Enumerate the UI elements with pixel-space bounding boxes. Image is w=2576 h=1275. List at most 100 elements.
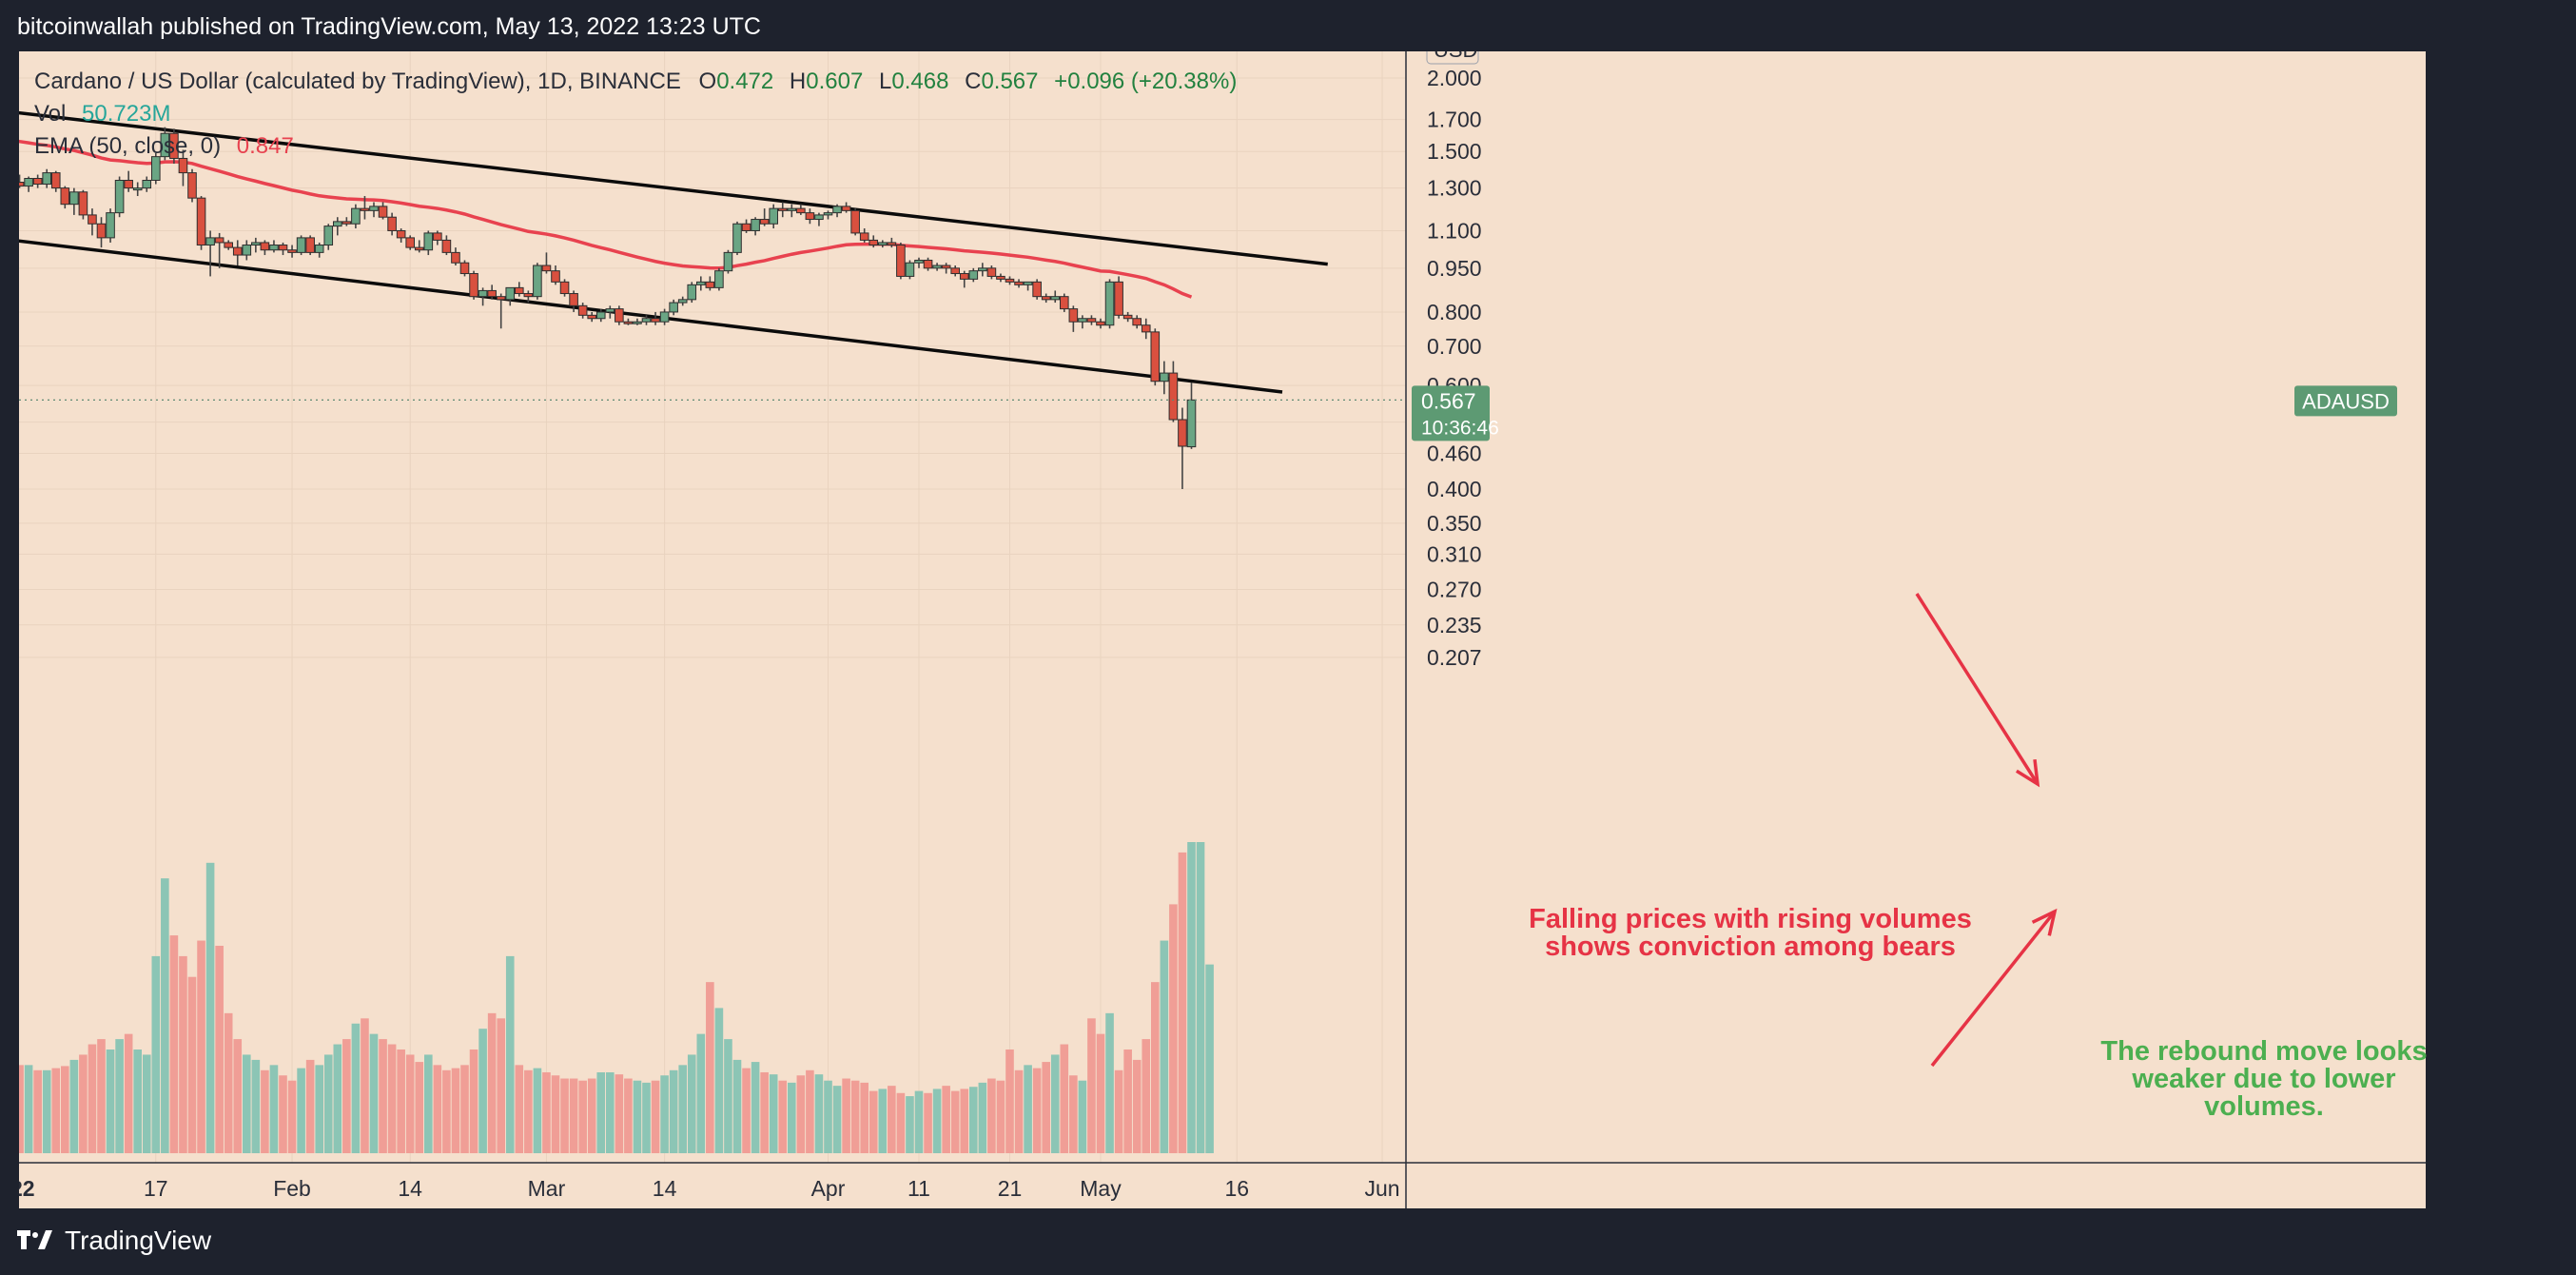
symbol-badge-label: ADAUSD <box>2302 389 2390 413</box>
price-tick-label: 1.100 <box>1427 218 1482 243</box>
candle-body <box>351 207 361 225</box>
ohlc-open: O0.472 <box>698 69 774 94</box>
candle-body <box>523 293 534 298</box>
price-tick-label: 0.350 <box>1427 511 1482 536</box>
candle-body <box>433 232 442 241</box>
price-badge-value: 0.567 <box>1421 388 1476 413</box>
candle-body <box>732 223 742 253</box>
volume-bar <box>850 1080 860 1153</box>
chart-panel[interactable]: 2.4002.0001.7001.5001.3001.1000.9500.800… <box>19 51 2428 1212</box>
price-tick-label: 0.207 <box>1427 645 1482 670</box>
time-tick-label: 17 <box>144 1176 168 1201</box>
candle-body <box>814 214 824 221</box>
channel-lines <box>19 110 1328 394</box>
candle-body <box>24 177 33 187</box>
candle-body <box>196 197 206 246</box>
candle-body <box>996 275 1005 280</box>
candles <box>19 127 1406 489</box>
volume-bar <box>596 1071 606 1153</box>
volume-bar <box>996 1080 1005 1153</box>
volume-bar <box>460 1065 469 1153</box>
candle-body <box>323 226 334 246</box>
volume-bar <box>714 1008 724 1153</box>
candle-body <box>314 245 324 253</box>
volume-bar <box>678 1065 687 1153</box>
volume-bar <box>1005 1049 1014 1153</box>
volume-bar <box>161 878 169 1153</box>
candle-body <box>1160 372 1169 382</box>
volume-bar <box>224 1012 233 1153</box>
tradingview-logo[interactable]: TradingView <box>17 1226 211 1256</box>
time-tick-label: Apr <box>811 1176 846 1201</box>
symbol-badge <box>2294 385 2397 417</box>
candle-body <box>396 229 406 239</box>
candle-body <box>242 245 252 256</box>
candle-body <box>769 207 779 225</box>
candle-body <box>269 245 279 251</box>
volume-bar <box>351 1023 361 1153</box>
volume-bar <box>942 1086 950 1153</box>
candle-body <box>859 232 869 241</box>
price-tick-label: 1.700 <box>1427 108 1482 132</box>
volume-bar <box>51 1068 61 1153</box>
candle-body <box>968 270 979 280</box>
volume-bar <box>297 1068 305 1153</box>
brand-name: TradingView <box>65 1226 212 1255</box>
volume-bar <box>379 1039 387 1153</box>
volume-bar <box>361 1018 369 1153</box>
candle-body <box>1132 318 1142 326</box>
candle-body <box>459 262 470 275</box>
annotation-arrows <box>1915 593 2058 1068</box>
candle-body <box>850 209 860 234</box>
candle-body <box>533 265 542 298</box>
volume-bar <box>88 1044 97 1153</box>
volume-bar <box>69 1059 79 1153</box>
candle-body <box>677 299 688 304</box>
candle-body <box>369 206 379 211</box>
volume-bar <box>551 1075 560 1153</box>
price-badge <box>1412 385 1490 441</box>
candle-body <box>841 206 851 211</box>
candle-body <box>405 237 415 248</box>
volume-bar <box>451 1068 460 1153</box>
candle-body <box>124 179 133 189</box>
price-chart[interactable]: 2.4002.0001.7001.5001.3001.1000.9500.800… <box>19 51 2426 1212</box>
ema-legend: EMA (50, close, 0) 0.847 <box>34 133 294 159</box>
tradingview-logo-icon <box>17 1230 52 1249</box>
time-tick-label: 14 <box>653 1176 677 1201</box>
candle-body <box>441 239 452 253</box>
volume-bar <box>478 1029 487 1153</box>
candle-body <box>696 281 706 285</box>
candle-body <box>224 242 233 248</box>
candle-body <box>505 286 516 301</box>
price-tick-label: 0.400 <box>1427 477 1482 501</box>
ema-value: 0.847 <box>236 133 294 159</box>
candle-body <box>595 311 606 320</box>
candle-body <box>106 212 115 239</box>
volume-bar <box>1169 904 1178 1153</box>
candle-body <box>659 311 670 323</box>
volume-bar <box>24 1065 33 1153</box>
volume-bar <box>824 1080 832 1153</box>
volume-bar <box>397 1049 405 1153</box>
volume-bar <box>1096 1033 1105 1153</box>
price-axis-bg <box>1406 51 1482 1212</box>
volume-bar <box>760 1071 769 1153</box>
candle-body <box>287 249 297 253</box>
volume-bar <box>878 1089 888 1153</box>
candle-body <box>796 207 806 214</box>
volume-bar <box>751 1062 760 1153</box>
time-tick-label: 14 <box>398 1176 422 1201</box>
volume-bar <box>124 1033 133 1153</box>
candle-body <box>805 212 815 221</box>
volume-bar <box>896 1092 906 1153</box>
volume-bar <box>569 1078 578 1153</box>
candle-body <box>278 245 288 251</box>
candle-body <box>1050 296 1061 301</box>
candle-body <box>487 289 497 298</box>
ema-layer <box>19 139 1193 299</box>
volume-bar <box>469 1049 478 1153</box>
volume-bar <box>323 1054 333 1153</box>
volume-bar <box>1032 1068 1042 1153</box>
candle-body <box>905 262 915 277</box>
